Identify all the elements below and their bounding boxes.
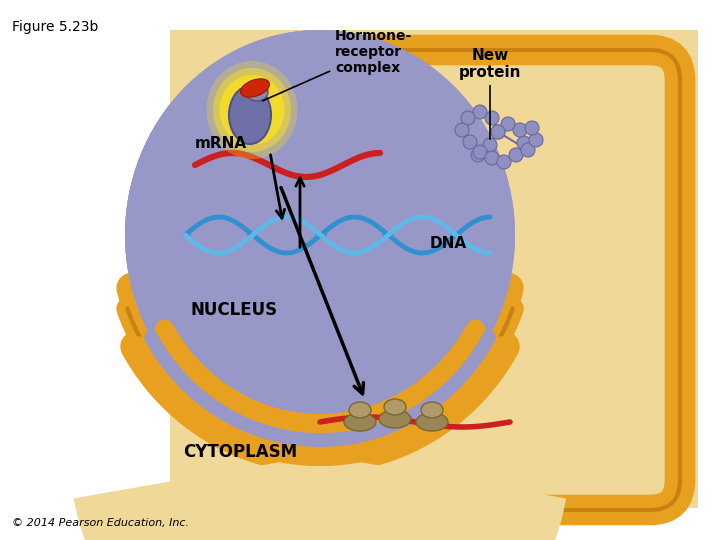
Text: Figure 5.23b: Figure 5.23b xyxy=(12,20,99,34)
Bar xyxy=(170,30,698,508)
Ellipse shape xyxy=(125,30,515,440)
Circle shape xyxy=(529,133,543,147)
Circle shape xyxy=(525,121,539,135)
Circle shape xyxy=(471,148,485,162)
Ellipse shape xyxy=(125,30,515,440)
Circle shape xyxy=(473,105,487,119)
Text: NUCLEUS: NUCLEUS xyxy=(190,301,277,319)
Text: CYTOPLASM: CYTOPLASM xyxy=(183,443,297,461)
Circle shape xyxy=(501,117,515,131)
Circle shape xyxy=(461,111,475,125)
Circle shape xyxy=(517,136,531,150)
Wedge shape xyxy=(73,455,566,540)
FancyBboxPatch shape xyxy=(330,50,680,510)
Text: mRNA: mRNA xyxy=(195,136,247,151)
Ellipse shape xyxy=(240,79,269,97)
Circle shape xyxy=(513,123,527,137)
Circle shape xyxy=(485,151,499,165)
Text: DNA: DNA xyxy=(430,237,467,252)
Circle shape xyxy=(483,138,497,152)
Ellipse shape xyxy=(416,413,448,431)
Circle shape xyxy=(497,155,511,169)
Ellipse shape xyxy=(220,75,284,145)
Circle shape xyxy=(521,143,535,157)
Ellipse shape xyxy=(349,402,371,418)
Circle shape xyxy=(485,111,499,125)
Text: Hormone-
receptor
complex: Hormone- receptor complex xyxy=(263,29,413,101)
Ellipse shape xyxy=(207,61,297,159)
Circle shape xyxy=(455,123,469,137)
Ellipse shape xyxy=(125,30,515,440)
Text: New
protein: New protein xyxy=(459,48,521,139)
Circle shape xyxy=(491,125,505,139)
Circle shape xyxy=(491,125,505,139)
Ellipse shape xyxy=(384,399,406,415)
Circle shape xyxy=(473,145,487,159)
Circle shape xyxy=(509,148,523,162)
Ellipse shape xyxy=(421,402,443,418)
Ellipse shape xyxy=(229,86,271,144)
Ellipse shape xyxy=(379,410,411,428)
Ellipse shape xyxy=(213,68,291,152)
Circle shape xyxy=(463,135,477,149)
Text: © 2014 Pearson Education, Inc.: © 2014 Pearson Education, Inc. xyxy=(12,518,189,528)
Ellipse shape xyxy=(344,413,376,431)
Ellipse shape xyxy=(246,83,268,101)
